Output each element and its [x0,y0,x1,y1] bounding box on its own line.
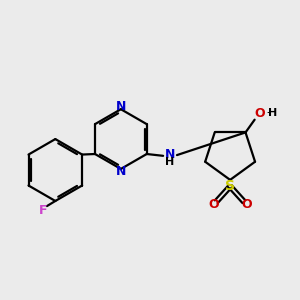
Text: S: S [225,179,235,194]
Text: N: N [116,100,126,113]
Text: H: H [165,158,174,167]
Text: H: H [268,108,278,118]
Text: -: - [266,106,271,119]
Text: N: N [164,148,175,160]
Text: O: O [254,106,265,120]
Text: F: F [39,204,48,217]
Text: O: O [242,198,252,211]
Text: O: O [208,198,219,211]
Text: N: N [116,165,126,178]
